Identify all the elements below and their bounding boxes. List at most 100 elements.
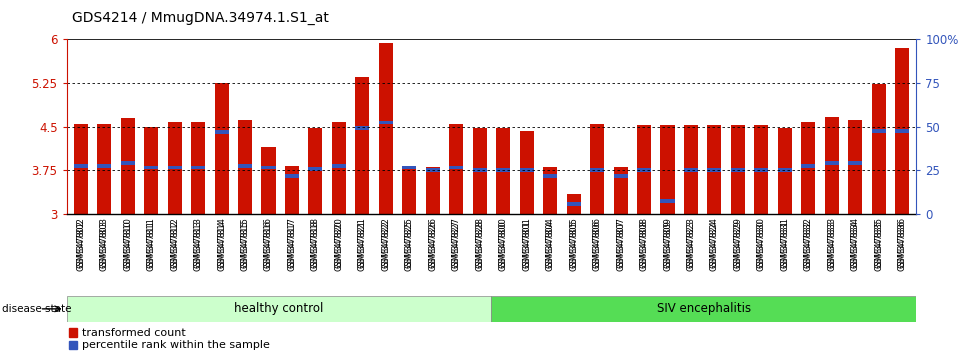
Bar — [755, 169, 768, 172]
Text: GSM347801: GSM347801 — [522, 220, 531, 270]
Bar — [613, 167, 627, 214]
Bar — [472, 128, 487, 214]
Text: GSM347818: GSM347818 — [311, 220, 319, 271]
Text: healthy control: healthy control — [234, 302, 323, 315]
Bar — [472, 169, 487, 172]
Bar — [191, 122, 205, 214]
Bar — [590, 124, 604, 214]
Text: GSM347802: GSM347802 — [76, 220, 85, 270]
Bar — [332, 122, 346, 214]
Bar — [97, 124, 112, 214]
Bar — [67, 296, 491, 322]
Bar — [144, 166, 158, 169]
Bar — [379, 121, 393, 124]
Text: GSM347814: GSM347814 — [217, 220, 226, 270]
Bar — [519, 169, 534, 172]
Bar — [74, 124, 88, 214]
Bar — [491, 296, 916, 322]
Bar — [215, 83, 228, 214]
Bar — [566, 194, 581, 214]
Bar — [895, 48, 909, 214]
Bar — [309, 167, 322, 171]
Bar — [613, 174, 627, 178]
Text: GSM347820: GSM347820 — [334, 220, 343, 270]
Text: SIV encephalitis: SIV encephalitis — [657, 302, 751, 315]
Bar — [144, 127, 158, 214]
Text: percentile rank within the sample: percentile rank within the sample — [81, 340, 270, 350]
Bar — [449, 166, 464, 169]
Text: GSM347827: GSM347827 — [452, 220, 461, 271]
Bar — [191, 166, 205, 169]
Text: GSM347806: GSM347806 — [593, 220, 602, 271]
Bar — [332, 164, 346, 167]
Text: GSM347834: GSM347834 — [851, 220, 859, 271]
Bar — [425, 167, 440, 214]
Bar — [309, 128, 322, 214]
Bar — [755, 125, 768, 214]
Bar — [402, 166, 416, 169]
Bar — [802, 122, 815, 214]
Bar — [496, 128, 511, 214]
Bar — [778, 128, 792, 214]
Bar — [97, 164, 112, 167]
Bar — [871, 129, 886, 133]
Text: GDS4214 / MmugDNA.34974.1.S1_at: GDS4214 / MmugDNA.34974.1.S1_at — [72, 11, 328, 25]
Text: GSM347803: GSM347803 — [100, 220, 109, 271]
Text: GSM347831: GSM347831 — [780, 220, 789, 271]
Bar — [849, 120, 862, 214]
Text: GSM347821: GSM347821 — [358, 220, 367, 270]
Bar — [74, 164, 88, 167]
Bar — [402, 167, 416, 214]
Bar — [215, 131, 228, 134]
Bar — [895, 129, 909, 133]
Text: GSM347826: GSM347826 — [428, 220, 437, 271]
Bar — [496, 169, 511, 172]
Text: GSM347807: GSM347807 — [616, 220, 625, 271]
Bar — [566, 202, 581, 206]
Text: transformed count: transformed count — [81, 327, 185, 338]
Text: GSM347828: GSM347828 — [475, 220, 484, 271]
Bar — [356, 126, 369, 130]
Text: GSM347810: GSM347810 — [123, 220, 132, 270]
Bar — [731, 125, 745, 214]
Bar — [379, 43, 393, 214]
Text: GSM347813: GSM347813 — [194, 220, 203, 271]
Bar — [121, 161, 134, 165]
Text: GSM347825: GSM347825 — [405, 220, 414, 270]
Bar — [661, 125, 674, 214]
Bar — [285, 166, 299, 214]
Bar — [262, 166, 275, 169]
Bar — [238, 164, 252, 167]
Text: GSM347823: GSM347823 — [686, 220, 696, 271]
Bar — [238, 120, 252, 214]
Bar — [168, 166, 181, 169]
Text: GSM347824: GSM347824 — [710, 220, 719, 270]
Bar — [825, 161, 839, 165]
Text: GSM347829: GSM347829 — [733, 220, 743, 270]
Bar — [637, 169, 651, 172]
Bar — [849, 161, 862, 165]
Text: GSM347836: GSM347836 — [898, 220, 907, 271]
Bar — [590, 169, 604, 172]
Text: GSM347811: GSM347811 — [147, 220, 156, 270]
Text: GSM347808: GSM347808 — [640, 220, 649, 271]
Text: GSM347817: GSM347817 — [287, 220, 297, 271]
Bar — [519, 131, 534, 214]
Bar — [168, 122, 181, 214]
Text: GSM347822: GSM347822 — [381, 220, 390, 270]
Bar — [802, 164, 815, 168]
Text: GSM347816: GSM347816 — [264, 220, 273, 271]
Text: GSM347809: GSM347809 — [663, 220, 672, 270]
Bar — [285, 174, 299, 178]
Bar — [449, 124, 464, 214]
Bar — [69, 328, 77, 337]
Bar — [543, 167, 558, 214]
Bar — [731, 169, 745, 172]
Bar — [356, 77, 369, 214]
Text: GSM347804: GSM347804 — [546, 220, 555, 270]
Text: GSM347812: GSM347812 — [171, 220, 179, 270]
Text: GSM347805: GSM347805 — [569, 220, 578, 270]
Text: GSM347833: GSM347833 — [827, 220, 836, 271]
Text: GSM347832: GSM347832 — [804, 220, 812, 271]
Text: GSM347830: GSM347830 — [757, 220, 766, 271]
